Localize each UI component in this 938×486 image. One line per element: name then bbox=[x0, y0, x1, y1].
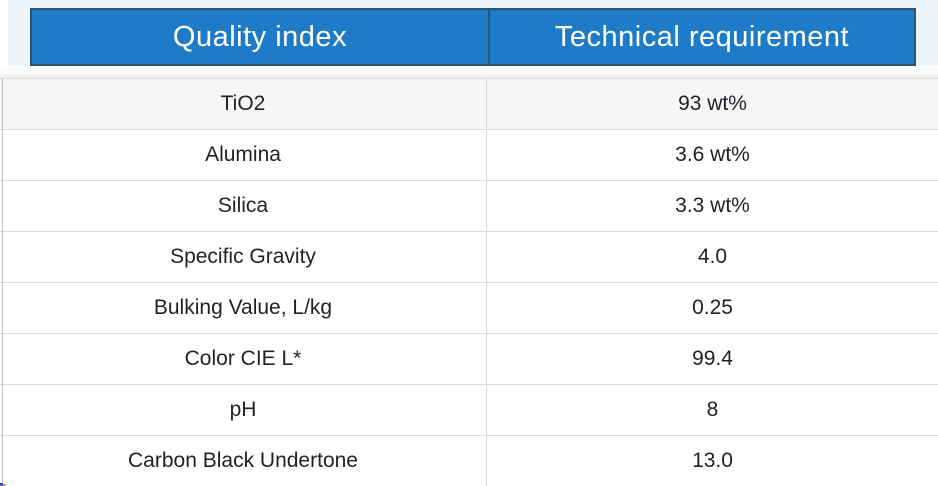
requirement-cell: 99.4 bbox=[692, 347, 733, 370]
table-row: Silica 3.3 wt% bbox=[0, 180, 938, 231]
corner-artifact-orange bbox=[3, 484, 6, 486]
table-row: pH 8 bbox=[0, 384, 938, 435]
table-row: Carbon Black Undertone 13.0 bbox=[0, 435, 938, 486]
table-header: Quality index Technical requirement bbox=[30, 8, 916, 66]
requirement-cell: 93 wt% bbox=[678, 92, 747, 115]
header-cell-technical-requirement: Technical requirement bbox=[554, 20, 850, 53]
quality-cell: Color CIE L* bbox=[0, 334, 487, 384]
table-row: TiO2 93 wt% bbox=[0, 78, 938, 129]
table-left-border-line bbox=[2, 78, 3, 482]
requirement-cell: 0.25 bbox=[692, 296, 733, 319]
requirement-cell: 4.0 bbox=[697, 245, 728, 268]
table-row: Color CIE L* 99.4 bbox=[0, 333, 938, 384]
quality-cell: TiO2 bbox=[0, 79, 487, 129]
quality-cell: Alumina bbox=[0, 130, 487, 180]
requirement-cell: 8 bbox=[706, 398, 719, 421]
quality-cell: Specific Gravity bbox=[0, 232, 487, 282]
table-row: Bulking Value, L/kg 0.25 bbox=[0, 282, 938, 333]
spec-table: TiO2 93 wt% Alumina 3.6 wt% Silica 3.3 w… bbox=[0, 78, 938, 486]
quality-cell: pH bbox=[0, 385, 487, 435]
quality-cell: Silica bbox=[0, 181, 487, 231]
requirement-cell: 3.6 wt% bbox=[675, 143, 750, 166]
header-cell-quality-index: Quality index bbox=[172, 20, 348, 53]
quality-cell: Carbon Black Undertone bbox=[0, 436, 487, 486]
table-row: Specific Gravity 4.0 bbox=[0, 231, 938, 282]
requirement-cell: 13.0 bbox=[692, 449, 733, 472]
requirement-cell: 3.3 wt% bbox=[675, 194, 750, 217]
quality-cell: Bulking Value, L/kg bbox=[0, 283, 487, 333]
table-row: Alumina 3.6 wt% bbox=[0, 129, 938, 180]
corner-artifact-blue bbox=[0, 483, 3, 486]
header-table-gap bbox=[0, 66, 938, 78]
header-column-divider bbox=[488, 10, 490, 64]
